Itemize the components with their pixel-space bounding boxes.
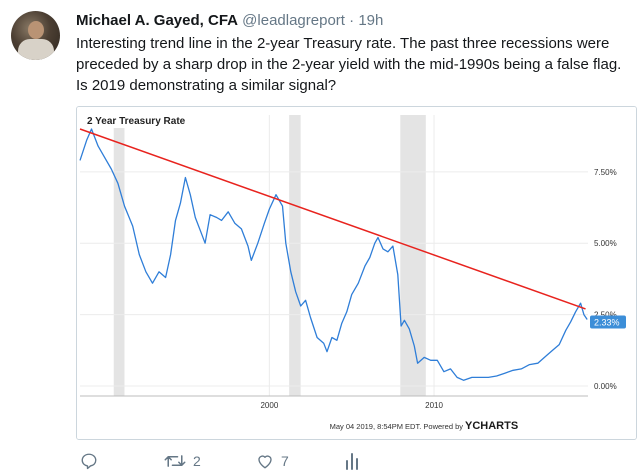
heart-icon [256, 452, 274, 470]
reply-icon [80, 452, 98, 470]
tweet-text: Interesting trend line in the 2-year Tre… [76, 35, 622, 94]
y-tick-label: 5.00% [594, 239, 617, 248]
chart-svg: 2 Year Treasury Rate 0.00% 2.50% 5.00% 7.50… [77, 107, 636, 439]
avatar-face [28, 21, 44, 39]
separator-dot: · [349, 12, 355, 29]
reply-button[interactable] [80, 450, 98, 472]
like-button[interactable]: 7 [256, 450, 289, 472]
author-name[interactable]: Michael A. Gayed, CFA [76, 12, 238, 29]
recession-bands [113, 115, 426, 396]
chart-background [77, 107, 636, 439]
last-value-badge-box [590, 315, 626, 329]
analytics-icon [344, 452, 360, 470]
ycharts-logo: YCHARTS [465, 420, 518, 432]
series-line-2-year-treasury [79, 128, 588, 381]
trend-line [79, 128, 586, 310]
avatar-shirt [18, 39, 54, 60]
x-tick-label: 2010 [425, 401, 443, 410]
chart-title: 2 Year Treasury Rate [87, 116, 186, 127]
chart-footer: May 04 2019, 8:54PM EDT. Powered by [330, 422, 464, 431]
y-tick-label: 0.00% [594, 382, 617, 391]
recession-band-2 [289, 115, 301, 396]
chart-title-box [84, 114, 192, 128]
y-tick-labels: 0.00% 2.50% 5.00% 7.50% [594, 168, 617, 391]
grid-lines [80, 115, 588, 396]
retweet-icon [164, 452, 186, 470]
tweet-header: Michael A. Gayed, CFA @leadlagreport · 1… [76, 11, 383, 31]
y-tick-label: 7.50% [594, 168, 617, 177]
x-tick-labels: 2000 2010 [260, 401, 443, 410]
recession-band-1 [113, 115, 125, 396]
recession-band-3 [400, 115, 426, 396]
analytics-button[interactable] [344, 450, 360, 472]
last-value-badge: 2.33% [590, 315, 626, 329]
tweet-timestamp[interactable]: 19h [358, 12, 384, 29]
chart-image[interactable]: 2 Year Treasury Rate 0.00% 2.50% 5.00% 7.50… [76, 106, 637, 440]
author-handle[interactable]: @leadlagreport [242, 12, 345, 29]
author-avatar[interactable] [11, 11, 60, 60]
retweet-count: 2 [193, 453, 201, 469]
last-value-label: 2.33% [594, 317, 620, 327]
y-tick-label: 2.50% [594, 311, 617, 320]
retweet-button[interactable]: 2 [164, 450, 201, 472]
x-tick-label: 2000 [260, 401, 278, 410]
like-count: 7 [281, 453, 289, 469]
